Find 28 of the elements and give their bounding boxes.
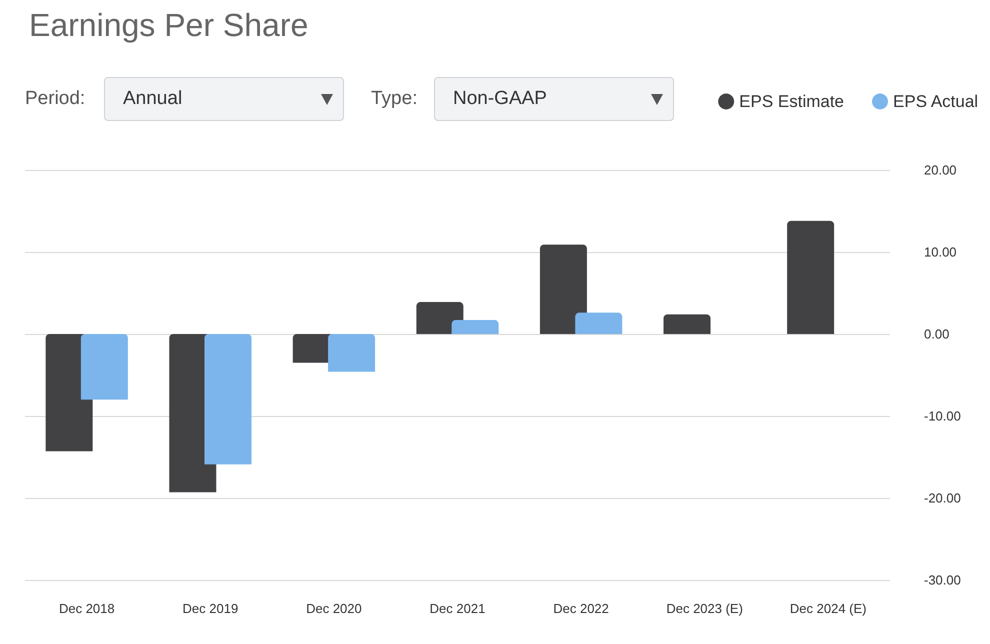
x-tick-label: Dec 2019 xyxy=(182,601,238,616)
bar xyxy=(204,334,252,464)
y-tick-label: 10.00 xyxy=(924,244,957,260)
y-tick-label: 20.00 xyxy=(924,162,957,178)
y-tick-label: 0.00 xyxy=(924,326,950,342)
legend-label: EPS Actual xyxy=(893,92,978,111)
y-tick-label: -30.00 xyxy=(924,572,961,588)
text: Type: xyxy=(371,88,418,110)
y-tick-label: -20.00 xyxy=(924,490,961,506)
bar xyxy=(80,334,128,400)
chart-title: Earnings Per Share xyxy=(29,7,308,43)
x-tick-label: Dec 2022 xyxy=(553,601,609,616)
x-tick-label: Dec 2020 xyxy=(306,601,362,616)
x-tick-label: Dec 2018 xyxy=(58,601,115,616)
bar xyxy=(575,312,622,334)
dropdown-field: Non-GAAP xyxy=(434,77,674,121)
bar xyxy=(328,334,376,372)
dropdown-field: Annual xyxy=(104,77,344,121)
bar xyxy=(452,320,499,334)
legend-label: EPS Estimate xyxy=(739,92,844,111)
text: Period: xyxy=(25,88,86,110)
bar xyxy=(540,244,587,334)
x-tick-label: Dec 2023 (E) xyxy=(666,601,743,616)
x-tick-label: Dec 2024 (E) xyxy=(790,601,867,616)
x-tick-label: Dec 2021 xyxy=(430,601,486,616)
bar xyxy=(787,220,834,334)
bar xyxy=(664,314,711,334)
y-tick-label: -10.00 xyxy=(924,408,961,424)
